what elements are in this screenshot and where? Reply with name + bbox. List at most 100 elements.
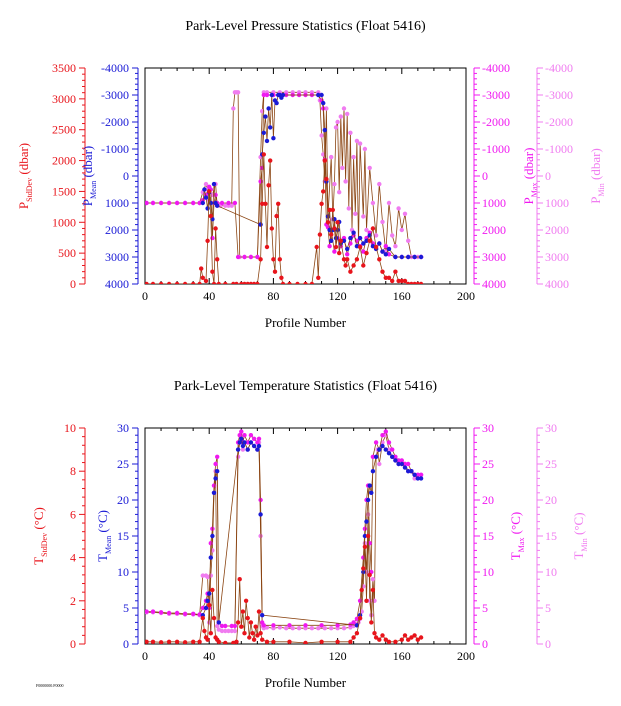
- point-max: [327, 244, 332, 249]
- point-std: [369, 620, 374, 625]
- point-std: [303, 640, 308, 644]
- y-tick-label-mean: 10: [117, 565, 129, 579]
- point-mean: [383, 447, 388, 452]
- point-max: [200, 605, 205, 611]
- point-std: [402, 633, 408, 638]
- point-std: [213, 226, 218, 231]
- point-min: [231, 106, 236, 111]
- y-tick-label-std: 0: [70, 277, 76, 291]
- point-mean: [390, 454, 395, 459]
- chart-title: Park-Level Pressure Statistics (Float 54…: [185, 19, 426, 34]
- point-min: [393, 244, 398, 249]
- point-std: [319, 639, 324, 644]
- point-max: [158, 200, 164, 206]
- point-max: [390, 447, 395, 452]
- point-std: [362, 544, 368, 549]
- point-std: [279, 275, 284, 280]
- y-tick-label-min: 1000: [545, 196, 569, 210]
- y-tick-label-mean: 0: [123, 637, 129, 651]
- y-tick-label-mean: 2000: [105, 223, 129, 237]
- point-max: [226, 200, 231, 206]
- point-std: [145, 281, 149, 284]
- point-max: [166, 200, 172, 206]
- point-std: [406, 637, 411, 642]
- point-mean: [202, 187, 207, 192]
- point-std: [274, 213, 279, 219]
- point-mean: [264, 138, 270, 144]
- point-std: [260, 637, 265, 642]
- point-std: [309, 281, 315, 284]
- series-line-mean: [202, 94, 422, 258]
- x-tick-label: 160: [393, 649, 411, 663]
- point-std: [234, 639, 239, 644]
- point-std: [399, 637, 404, 642]
- point-std: [174, 281, 180, 284]
- point-std: [208, 631, 213, 636]
- y-tick-label-min: 2000: [545, 223, 569, 237]
- point-mean: [242, 440, 247, 445]
- point-mean: [322, 127, 327, 133]
- point-max: [245, 440, 250, 445]
- point-std: [223, 281, 228, 284]
- point-max: [150, 200, 156, 206]
- y-tick-label-min: 30: [545, 421, 557, 435]
- point-mean: [321, 100, 326, 106]
- point-max: [256, 436, 262, 441]
- point-min: [380, 219, 385, 225]
- point-mean: [393, 458, 398, 463]
- point-std: [370, 226, 376, 231]
- point-std: [245, 615, 250, 621]
- y-tick-label-min: 10: [545, 565, 557, 579]
- y-tick-label-max: 20: [482, 493, 494, 507]
- point-mean: [412, 472, 417, 477]
- point-max: [215, 454, 220, 459]
- point-max: [237, 433, 242, 438]
- point-min: [219, 628, 225, 634]
- point-std: [364, 250, 369, 256]
- y-tick-label-mean: 25: [117, 457, 129, 471]
- point-std: [256, 609, 262, 614]
- point-std: [373, 635, 379, 640]
- point-mean: [263, 114, 268, 119]
- point-std: [316, 275, 321, 280]
- point-std: [200, 275, 205, 280]
- point-mean: [333, 235, 339, 241]
- point-min: [348, 130, 353, 135]
- point-max: [158, 610, 164, 615]
- point-mean: [211, 181, 217, 187]
- y-tick-label-mean: -3000: [101, 88, 129, 102]
- point-std: [370, 587, 376, 593]
- point-std: [182, 281, 188, 284]
- point-max: [261, 92, 266, 98]
- y-tick-label-min: 0: [545, 637, 551, 651]
- point-min: [335, 119, 340, 125]
- x-tick-label: 0: [142, 289, 148, 303]
- y-tick-label-std: 1000: [52, 215, 76, 229]
- point-max: [191, 611, 196, 616]
- plot-frame: [144, 427, 467, 645]
- point-std: [197, 639, 202, 644]
- point-min: [235, 90, 241, 95]
- point-min: [377, 461, 382, 467]
- point-mean: [369, 490, 374, 495]
- x-tick-label: 200: [457, 289, 475, 303]
- point-mean: [245, 447, 250, 452]
- point-min: [338, 114, 343, 119]
- point-std: [386, 639, 392, 644]
- point-std: [216, 281, 221, 284]
- series-line-min: [146, 91, 422, 258]
- point-mean: [329, 238, 334, 243]
- point-std: [203, 278, 209, 284]
- point-std: [251, 281, 257, 284]
- point-std: [255, 281, 260, 284]
- point-max: [264, 92, 270, 98]
- point-std: [367, 572, 372, 578]
- point-mean: [261, 130, 266, 135]
- point-mean: [364, 519, 369, 524]
- point-min: [264, 625, 270, 630]
- point-std: [247, 635, 252, 640]
- point-std: [210, 587, 215, 593]
- point-std: [215, 257, 220, 262]
- point-max: [402, 461, 408, 467]
- point-std: [150, 281, 156, 284]
